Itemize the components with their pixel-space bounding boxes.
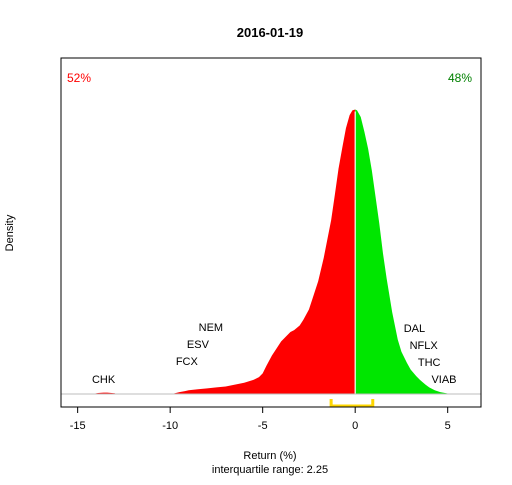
stock-annotation: DAL bbox=[404, 323, 425, 335]
x-tick-label: -15 bbox=[70, 420, 86, 432]
iqr-bracket bbox=[329, 399, 375, 408]
x-axis-label: Return (%) bbox=[243, 450, 296, 462]
stock-annotation: NFLX bbox=[410, 340, 439, 352]
x-tick-label: -10 bbox=[162, 420, 178, 432]
stock-annotation: ESV bbox=[187, 339, 210, 351]
positive-share-label: 48% bbox=[448, 71, 472, 85]
stock-annotation: NEM bbox=[199, 322, 223, 334]
negative-share-label: 52% bbox=[67, 71, 91, 85]
plot-area: -15 -10 -5 0 5 CHK FCX ESV NEM VIAB THC NFLX DAL bbox=[60, 57, 482, 432]
stock-annotation: CHK bbox=[92, 374, 116, 386]
stock-annotation: THC bbox=[418, 357, 441, 369]
x-tick-label: 0 bbox=[352, 420, 358, 432]
negative-density-area bbox=[92, 109, 356, 394]
y-axis-label: Density bbox=[4, 214, 16, 251]
x-tick-label: -5 bbox=[258, 420, 268, 432]
plot-frame bbox=[60, 57, 482, 408]
positive-density-area bbox=[355, 109, 467, 394]
stock-annotation: VIAB bbox=[431, 374, 456, 386]
chart-subtitle: interquartile range: 2.25 bbox=[212, 464, 328, 476]
x-tick-label: 5 bbox=[445, 420, 451, 432]
stock-annotation: FCX bbox=[176, 356, 199, 368]
chart-title: 2016-01-19 bbox=[237, 25, 304, 40]
